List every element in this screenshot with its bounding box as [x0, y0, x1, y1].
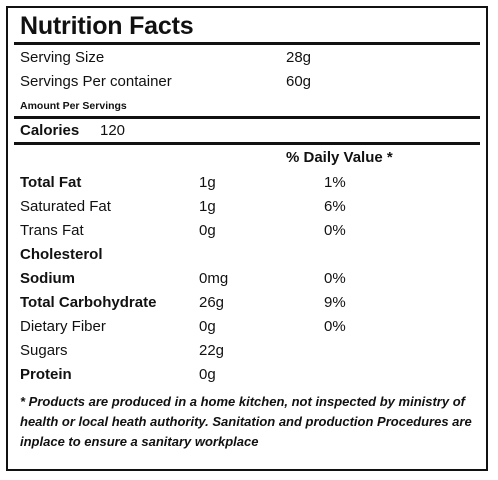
nutrient-amount: 1g: [199, 174, 216, 191]
servings-per-container-label: Servings Per container: [20, 73, 172, 90]
nutrient-amount: 0g: [199, 366, 216, 383]
nutrient-amount: 0mg: [199, 270, 229, 287]
nutrient-name: Dietary Fiber: [20, 318, 106, 335]
nutrient-amount: 1g: [199, 198, 216, 215]
nutrient-name: Total Carbohydrate: [20, 294, 157, 311]
label-title: Nutrition Facts: [20, 12, 194, 40]
nutrition-label: Nutrition Facts Serving Size 28g Serving…: [6, 6, 488, 471]
nutrient-daily-value: 0%: [324, 270, 346, 287]
nutrient-daily-value: 6%: [324, 198, 346, 215]
nutrient-daily-value: 0%: [324, 222, 346, 239]
servings-per-container-value: 60g: [286, 73, 312, 90]
footnote: * Products are produced in a home kitche…: [20, 394, 472, 449]
serving-size-value: 28g: [286, 49, 312, 66]
nutrient-name: Total Fat: [20, 174, 82, 191]
nutrient-daily-value: 9%: [324, 294, 346, 311]
nutrient-amount: 26g: [199, 294, 225, 311]
amount-per-serving-label: Amount Per Servings: [20, 100, 127, 112]
daily-value-header: % Daily Value *: [286, 149, 393, 166]
divider-calories: [14, 142, 480, 145]
nutrient-name: Sodium: [20, 270, 75, 287]
nutrient-name: Saturated Fat: [20, 198, 111, 215]
divider-amount: [14, 116, 480, 119]
nutrient-name: Trans Fat: [20, 222, 84, 239]
nutrient-name: Cholesterol: [20, 246, 103, 263]
calories-value: 120: [100, 122, 126, 139]
nutrient-amount: 22g: [199, 342, 225, 359]
divider-title: [14, 42, 480, 45]
nutrient-name: Protein: [20, 366, 72, 383]
nutrient-daily-value: 1%: [324, 174, 346, 191]
nutrient-amount: 0g: [199, 222, 216, 239]
nutrient-name: Sugars: [20, 342, 68, 359]
calories-label: Calories: [20, 122, 80, 139]
nutrient-daily-value: 0%: [324, 318, 346, 335]
serving-size-label: Serving Size: [20, 49, 105, 66]
nutrient-amount: 0g: [199, 318, 216, 335]
